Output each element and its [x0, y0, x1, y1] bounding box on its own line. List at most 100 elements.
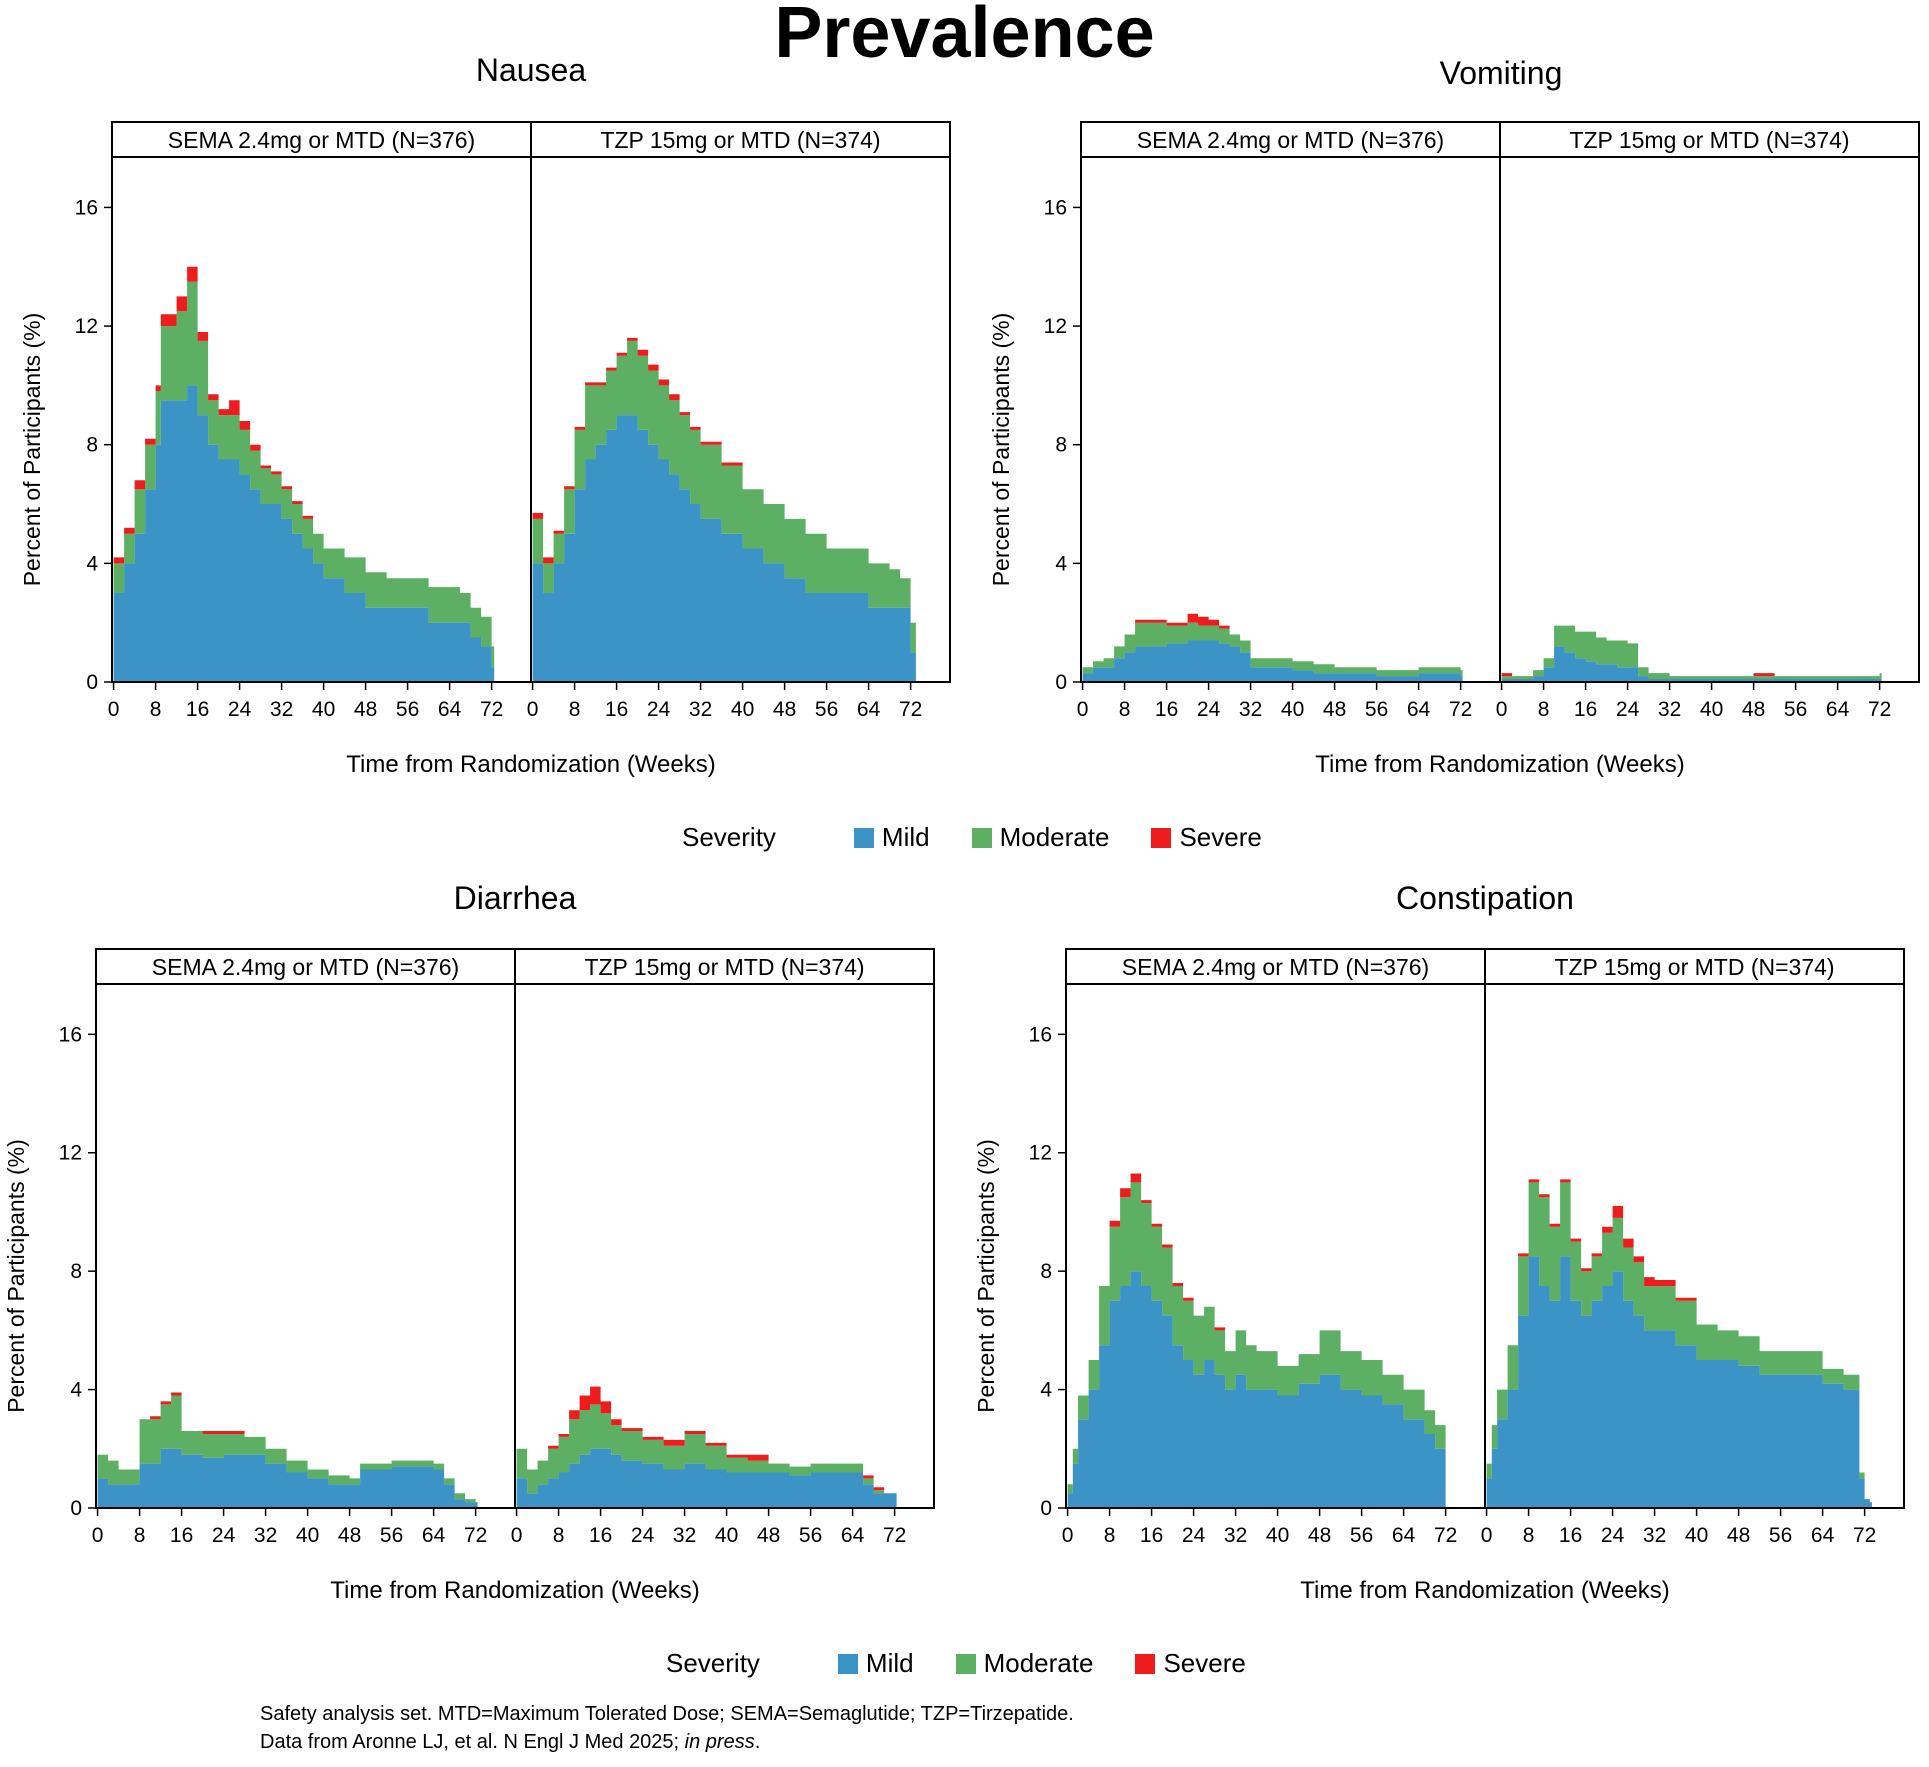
- x-axis-label: Time from Randomization (Weeks): [1300, 1577, 1669, 1604]
- x-tick-label: 40: [731, 698, 754, 721]
- facet-strip-label: SEMA 2.4mg or MTD (N=376): [152, 954, 459, 980]
- x-tick-label: 0: [92, 1524, 104, 1547]
- facet-1-0: SEMA 2.4mg or MTD (N=376) 0 8 16 24 32 40 48 56 6…: [1077, 121, 1501, 721]
- x-tick-label: 72: [883, 1524, 906, 1547]
- y-tick-label: 16: [75, 196, 98, 219]
- footnote: Safety analysis set. MTD=Maximum Tolerat…: [260, 1700, 1074, 1756]
- area-mild: [1082, 640, 1463, 682]
- x-tick-label: 64: [422, 1524, 446, 1547]
- facet-2-0: SEMA 2.4mg or MTD (N=376) 0 8 16 24 32 40 48 56 6…: [92, 948, 516, 1547]
- x-tick-label: 24: [631, 1524, 655, 1547]
- area-moderate: [97, 1395, 478, 1503]
- legend-item-mild: Mild: [837, 1648, 914, 1679]
- y-tick-label: 16: [59, 1023, 82, 1046]
- x-tick-label: 40: [296, 1524, 319, 1547]
- facet-strip: [111, 121, 532, 158]
- x-tick-label: 0: [1062, 1524, 1074, 1547]
- facet-2-1: TZP 15mg or MTD (N=374) 0 8 16 24 32 40 48 56 64 7…: [511, 948, 935, 1547]
- x-tick-label: 72: [480, 698, 503, 721]
- x-tick-label: 0: [108, 698, 120, 721]
- y-tick-label: 0: [1055, 671, 1067, 694]
- x-tick-label: 56: [1769, 1524, 1792, 1547]
- x-tick-label: 56: [1784, 698, 1807, 721]
- facet-strip-label: SEMA 2.4mg or MTD (N=376): [1137, 127, 1444, 153]
- x-tick-label: 64: [857, 698, 881, 721]
- x-tick-label: 0: [511, 1524, 523, 1547]
- x-tick-label: 48: [1727, 1524, 1750, 1547]
- y-tick-label: 0: [70, 1497, 82, 1520]
- area-mild: [532, 415, 918, 682]
- legend-title: Severity: [666, 1648, 760, 1678]
- x-tick-label: 0: [1496, 698, 1508, 721]
- x-tick-label: 72: [1434, 1524, 1457, 1547]
- x-tick-label: 64: [1392, 1524, 1416, 1547]
- x-tick-label: 8: [1523, 1524, 1535, 1547]
- y-axis-label: Percent of Participants (%): [3, 1139, 29, 1413]
- legend-item-severe: Severe: [1151, 822, 1262, 853]
- x-tick-label: 16: [186, 698, 209, 721]
- facet-strip-label: SEMA 2.4mg or MTD (N=376): [1122, 954, 1429, 980]
- legend-item-severe: Severe: [1135, 1648, 1246, 1679]
- legend-swatch-severe: [1151, 827, 1172, 848]
- panel-title-vomiting: Vomiting: [1439, 55, 1563, 91]
- x-tick-label: 32: [673, 1524, 696, 1547]
- area-mild: [1486, 1256, 1872, 1508]
- x-tick-label: 56: [799, 1524, 822, 1547]
- facet-strip: [1065, 948, 1486, 985]
- legend-swatch-moderate: [955, 1653, 976, 1674]
- y-tick-label: 12: [1044, 315, 1067, 338]
- facet-0-1: TZP 15mg or MTD (N=374) 0 8 16 24 32 40 48 56 64 7…: [527, 121, 951, 721]
- panel-title-nausea: Nausea: [475, 52, 587, 88]
- y-tick-label: 4: [1040, 1379, 1052, 1402]
- x-tick-label: 32: [1658, 698, 1681, 721]
- x-tick-label: 8: [134, 1524, 146, 1547]
- x-tick-label: 16: [170, 1524, 193, 1547]
- x-tick-label: 72: [1449, 698, 1472, 721]
- x-tick-label: 48: [354, 698, 377, 721]
- y-tick-label: 8: [70, 1260, 82, 1283]
- x-tick-label: 8: [1538, 698, 1550, 721]
- y-tick-label: 12: [59, 1142, 82, 1165]
- x-tick-label: 16: [1140, 1524, 1163, 1547]
- area-moderate: [1067, 1182, 1448, 1508]
- x-tick-label: 64: [841, 1524, 865, 1547]
- facet-1-1: TZP 15mg or MTD (N=374) 0 8 16 24 32 40 48 56 64 7…: [1496, 121, 1920, 721]
- facet-3-0: SEMA 2.4mg or MTD (N=376) 0 8 16 24 32 40 48 56 6…: [1062, 948, 1486, 1547]
- area-mild: [516, 1448, 897, 1508]
- legend-swatch-severe: [1135, 1653, 1156, 1674]
- x-tick-label: 24: [1197, 698, 1221, 721]
- y-tick-label: 16: [1029, 1023, 1052, 1046]
- x-tick-label: 40: [1700, 698, 1723, 721]
- area-mild: [97, 1448, 478, 1508]
- x-axis-label: Time from Randomization (Weeks): [330, 1577, 699, 1604]
- x-tick-label: 40: [1281, 698, 1304, 721]
- x-tick-label: 24: [1616, 698, 1640, 721]
- panel-title-constipation: Constipation: [1396, 880, 1574, 916]
- y-tick-label: 16: [1044, 196, 1067, 219]
- x-axis-label: Time from Randomization (Weeks): [346, 751, 715, 778]
- x-tick-label: 8: [553, 1524, 565, 1547]
- facet-frame: [1499, 156, 1920, 683]
- x-tick-label: 40: [715, 1524, 738, 1547]
- y-tick-label: 8: [1055, 434, 1067, 457]
- x-tick-label: 32: [254, 1524, 277, 1547]
- x-tick-label: 16: [1155, 698, 1178, 721]
- x-tick-label: 64: [438, 698, 462, 721]
- x-tick-label: 0: [1077, 698, 1089, 721]
- y-axis-label: Percent of Participants (%): [19, 313, 45, 587]
- legend-item-moderate: Moderate: [971, 822, 1109, 853]
- x-tick-label: 48: [1323, 698, 1346, 721]
- x-tick-label: 56: [815, 698, 838, 721]
- area-moderate: [1501, 625, 1882, 679]
- facet-frame: [1484, 983, 1905, 1509]
- x-tick-label: 48: [1308, 1524, 1331, 1547]
- y-axis-label: Percent of Participants (%): [973, 1139, 999, 1413]
- legend-swatch-moderate: [971, 827, 992, 848]
- area-moderate: [516, 1404, 897, 1494]
- facet-strip-label: SEMA 2.4mg or MTD (N=376): [168, 127, 475, 153]
- y-tick-label: 0: [1040, 1497, 1052, 1520]
- y-axis-label: Percent of Participants (%): [988, 313, 1014, 587]
- x-tick-label: 24: [1601, 1524, 1625, 1547]
- y-tick-label: 8: [1040, 1260, 1052, 1283]
